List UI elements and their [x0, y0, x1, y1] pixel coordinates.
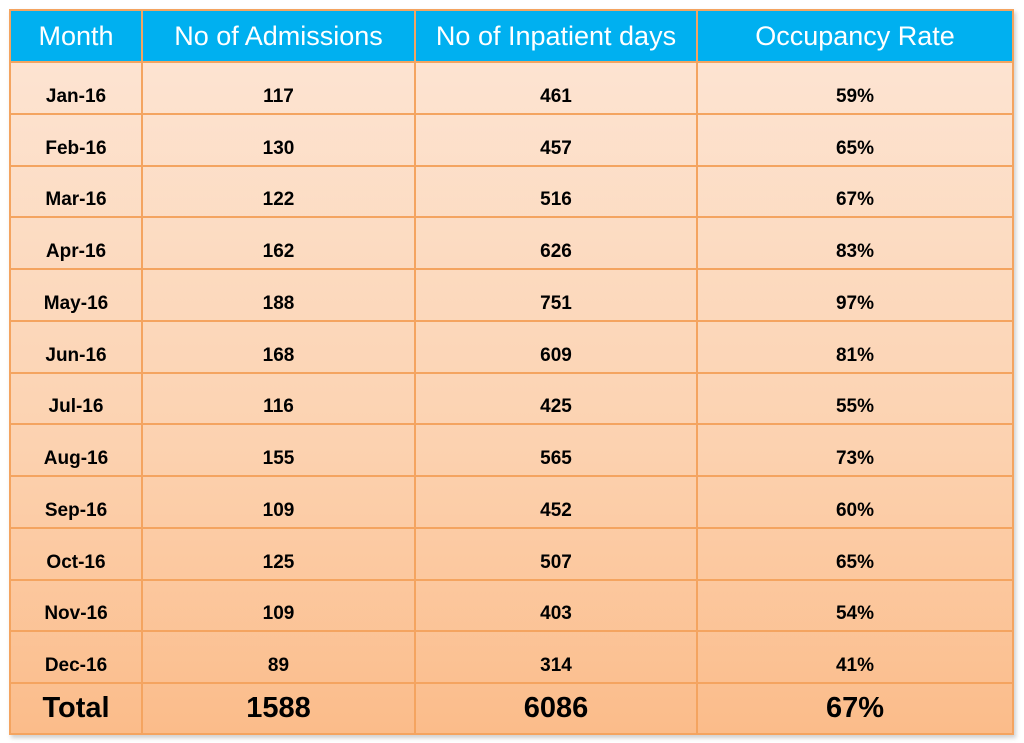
- cell-occupancy-rate: 60%: [697, 476, 1012, 529]
- total-row: Total 1588 6086 67%: [11, 683, 1012, 733]
- cell-admissions: 116: [142, 372, 416, 426]
- header-month: Month: [11, 11, 143, 63]
- header-occupancy-rate: Occupancy Rate: [697, 11, 1012, 63]
- cell-month: Jan-16: [11, 62, 143, 115]
- table-row: Oct-16 125 507 65%: [11, 527, 1012, 581]
- header-inpatient-days: No of Inpatient days: [415, 11, 698, 63]
- cell-admissions: 125: [142, 527, 416, 581]
- cell-occupancy-rate: 67%: [697, 165, 1012, 219]
- table-header-row: Month No of Admissions No of Inpatient d…: [11, 11, 1012, 63]
- table-row: Apr-16 162 626 83%: [11, 217, 1012, 270]
- cell-admissions: 109: [142, 579, 416, 633]
- cell-inpatient-days: 461: [415, 62, 698, 115]
- total-label: Total: [11, 683, 143, 733]
- cell-month: Aug-16: [11, 424, 143, 477]
- cell-inpatient-days: 751: [415, 269, 698, 322]
- table-row: Aug-16 155 565 73%: [11, 424, 1012, 477]
- cell-admissions: 109: [142, 476, 416, 529]
- table-row: Nov-16 109 403 54%: [11, 579, 1012, 633]
- cell-occupancy-rate: 73%: [697, 424, 1012, 477]
- cell-occupancy-rate: 65%: [697, 113, 1012, 167]
- cell-month: Feb-16: [11, 113, 143, 167]
- table-row: Mar-16 122 516 67%: [11, 165, 1012, 219]
- admissions-table: Month No of Admissions No of Inpatient d…: [11, 11, 1012, 733]
- cell-occupancy-rate: 41%: [697, 631, 1012, 684]
- cell-admissions: 89: [142, 631, 416, 684]
- total-occupancy: 67%: [825, 692, 885, 724]
- table-row: Dec-16 89 314 41%: [11, 631, 1012, 684]
- cell-admissions: 188: [142, 269, 416, 322]
- cell-admissions: 117: [142, 62, 416, 115]
- table-row: Jan-16 117 461 59%: [11, 62, 1012, 115]
- admissions-table-container: Month No of Admissions No of Inpatient d…: [9, 9, 1014, 735]
- cell-admissions: 168: [142, 320, 416, 374]
- cell-month: Nov-16: [11, 579, 143, 633]
- cell-month: Sep-16: [11, 476, 143, 529]
- table-row: Feb-16 130 457 65%: [11, 113, 1012, 167]
- cell-inpatient-days: 403: [415, 579, 698, 633]
- cell-occupancy-rate: 55%: [697, 372, 1012, 426]
- cell-admissions: 122: [142, 165, 416, 219]
- cell-admissions: 130: [142, 113, 416, 167]
- cell-inpatient-days: 452: [415, 476, 698, 529]
- cell-inpatient-days: 609: [415, 320, 698, 374]
- cell-month: Apr-16: [11, 217, 143, 270]
- cell-month: Mar-16: [11, 165, 143, 219]
- cell-inpatient-days: 626: [415, 217, 698, 270]
- cell-occupancy-rate: 59%: [697, 62, 1012, 115]
- header-admissions: No of Admissions: [142, 11, 416, 63]
- cell-occupancy-rate: 97%: [697, 269, 1012, 322]
- cell-month: Jul-16: [11, 372, 143, 426]
- cell-month: Dec-16: [11, 631, 143, 684]
- cell-inpatient-days: 565: [415, 424, 698, 477]
- cell-inpatient-days: 314: [415, 631, 698, 684]
- cell-inpatient-days: 457: [415, 113, 698, 167]
- cell-month: May-16: [11, 269, 143, 322]
- cell-occupancy-rate: 54%: [697, 579, 1012, 633]
- table-row: Jun-16 168 609 81%: [11, 320, 1012, 374]
- cell-inpatient-days: 425: [415, 372, 698, 426]
- table-row: Jul-16 116 425 55%: [11, 372, 1012, 426]
- cell-occupancy-rate: 83%: [697, 217, 1012, 270]
- cell-inpatient-days: 516: [415, 165, 698, 219]
- cell-occupancy-rate: 65%: [697, 527, 1012, 581]
- table-row: Sep-16 109 452 60%: [11, 476, 1012, 529]
- cell-occupancy-rate: 81%: [697, 320, 1012, 374]
- cell-month: Oct-16: [11, 527, 143, 581]
- cell-admissions: 162: [142, 217, 416, 270]
- total-inpatient-days: 6086: [415, 683, 698, 733]
- cell-admissions: 155: [142, 424, 416, 477]
- table-row: May-16 188 751 97%: [11, 269, 1012, 322]
- total-admissions: 1588: [142, 683, 416, 733]
- cell-month: Jun-16: [11, 320, 143, 374]
- cell-inpatient-days: 507: [415, 527, 698, 581]
